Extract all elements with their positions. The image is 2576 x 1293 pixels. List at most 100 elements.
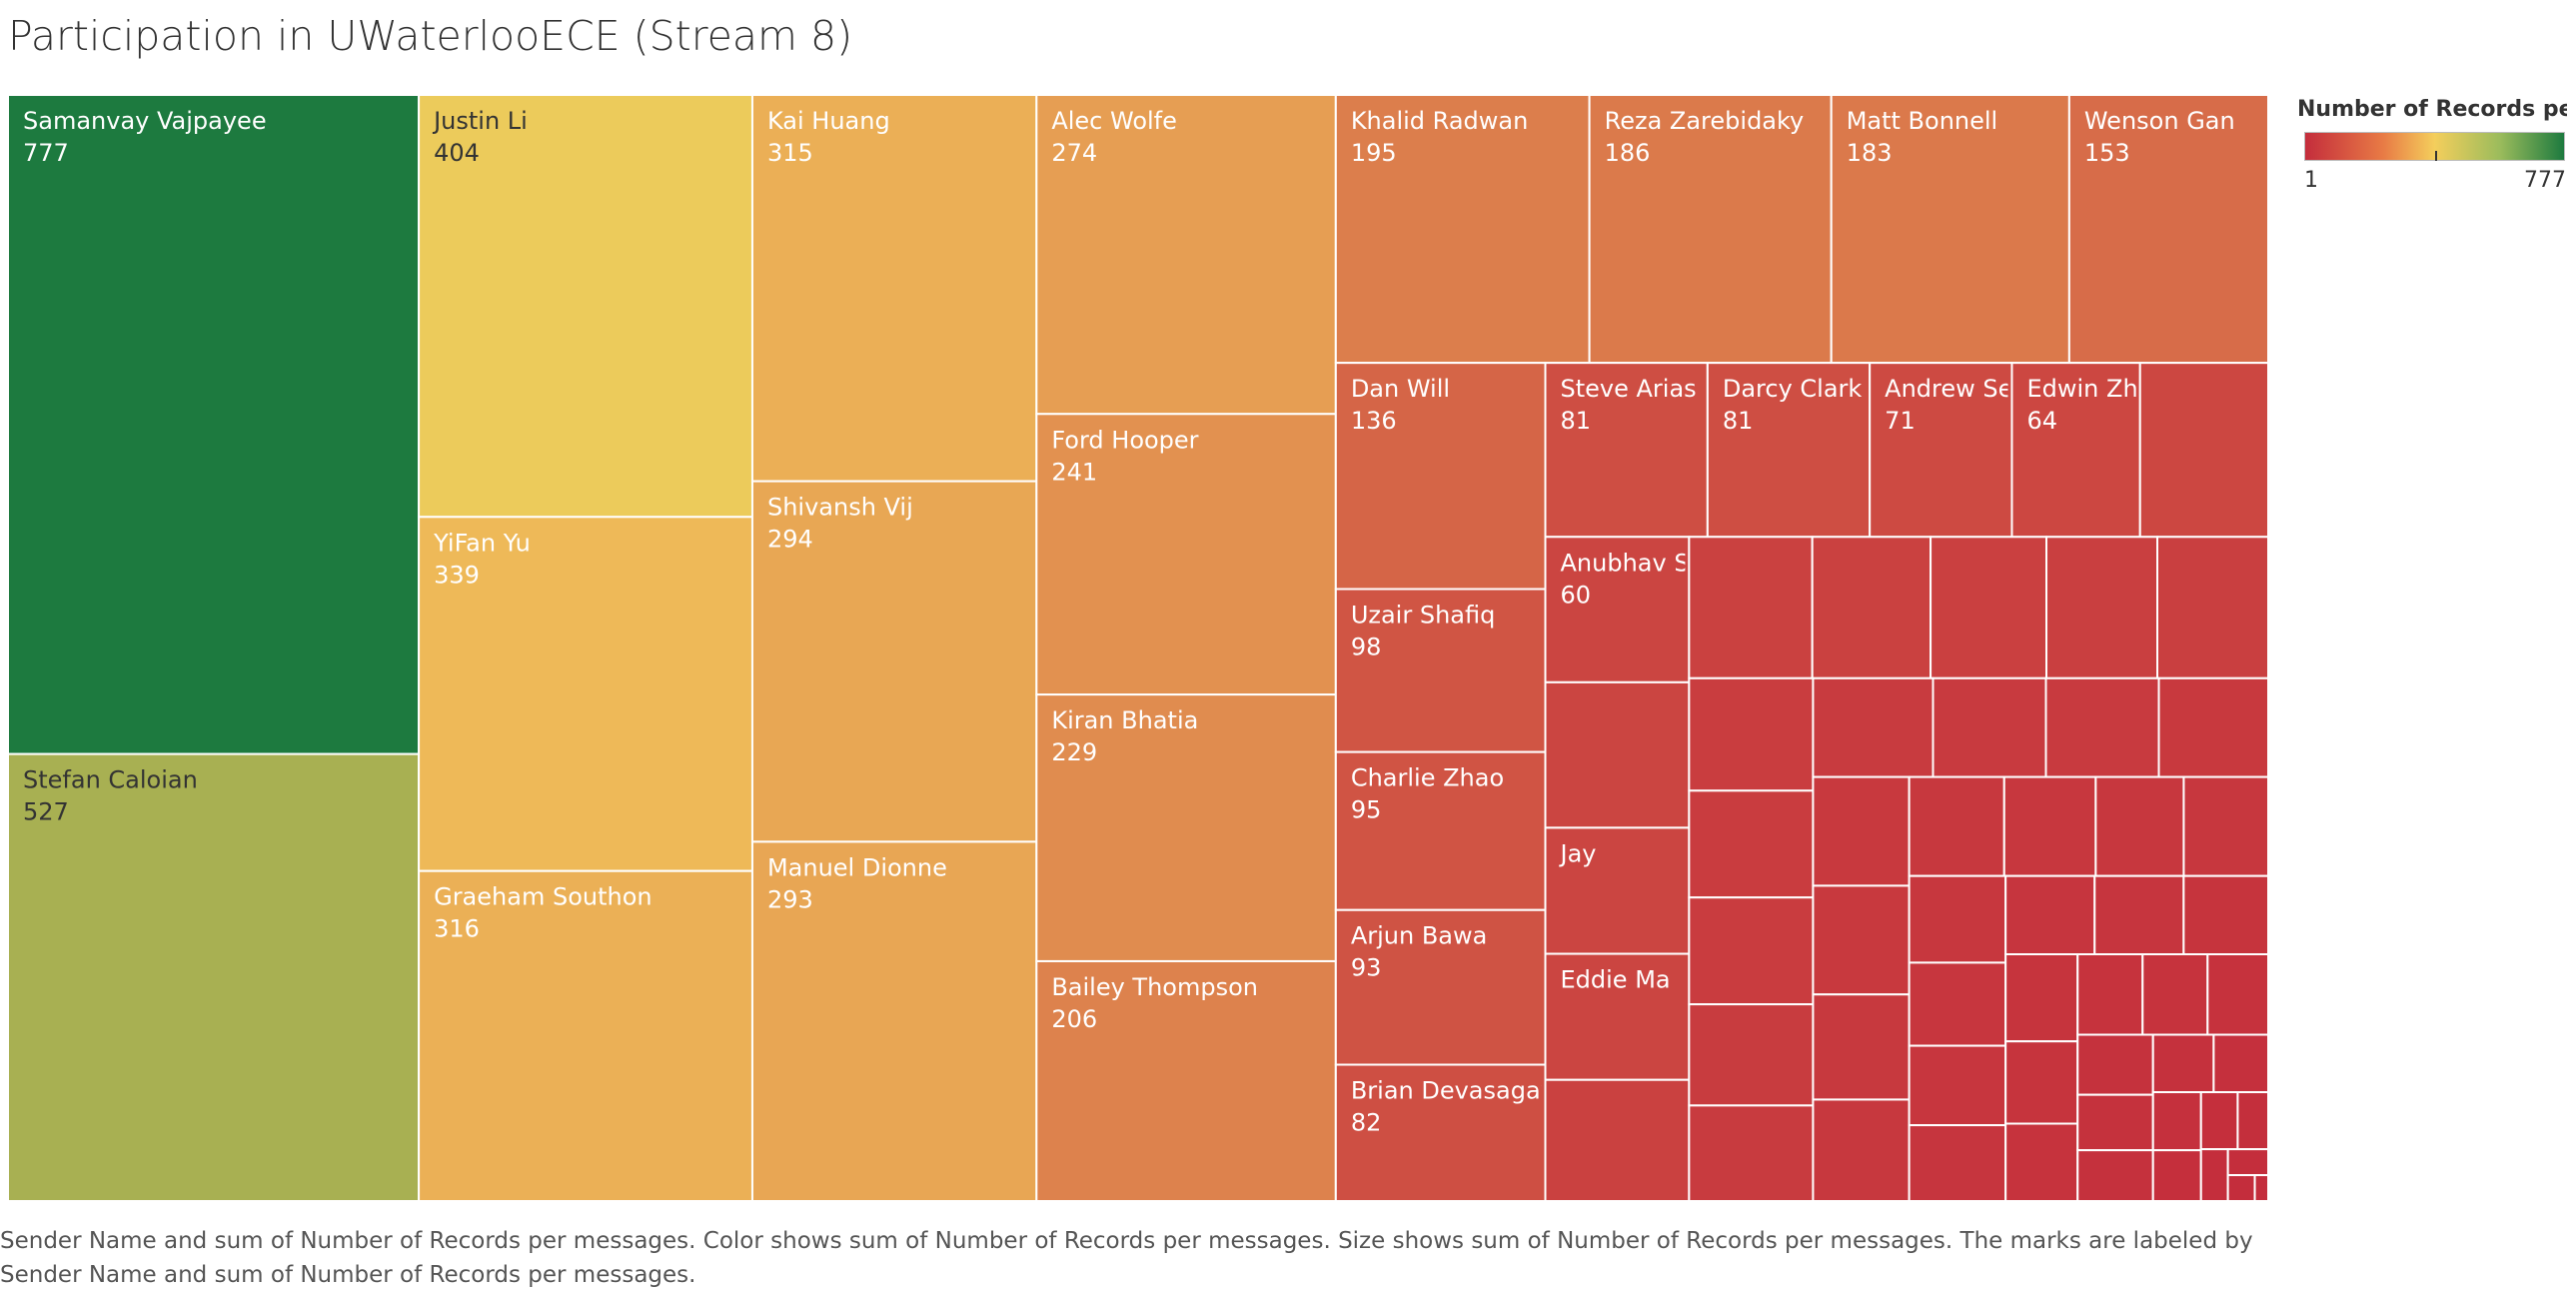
treemap-cell (2076, 1093, 2154, 1152)
treemap-cell (2002, 775, 2097, 877)
treemap-tile (2206, 953, 2269, 1036)
treemap-tile (2002, 775, 2097, 877)
treemap-tile (2076, 953, 2144, 1036)
treemap-name-label: Manuel Dionne (767, 853, 947, 881)
treemap-tile (2044, 676, 2160, 778)
treemap-tile (1812, 1098, 1911, 1202)
treemap-value-label: 293 (767, 885, 813, 913)
treemap-value-label: 195 (1351, 139, 1397, 167)
treemap-value-label: 64 (2026, 407, 2057, 435)
chart-caption: Sender Name and sum of Number of Records… (0, 1228, 2253, 1288)
treemap-value-label: 71 (1885, 407, 1916, 435)
treemap-cell: Dan Will 136 (1334, 362, 1547, 591)
treemap-tile (1812, 676, 1934, 778)
treemap-cell: Arjun Bawa 93 (1334, 908, 1547, 1066)
treemap-name-label: Khalid Radwan (1351, 107, 1529, 135)
treemap-tile (1930, 536, 2048, 679)
treemap-name-label: Reza Zarebidaky (1605, 107, 1805, 135)
treemap-cell (1812, 884, 1911, 996)
treemap-tile (1811, 536, 1932, 679)
treemap-cell (2157, 676, 2270, 778)
treemap-value-label: 315 (767, 139, 813, 167)
treemap-tile (1908, 1124, 2007, 1203)
treemap-tile (2157, 676, 2270, 778)
treemap-cell (1688, 896, 1815, 1006)
treemap-tile (2004, 874, 2096, 956)
treemap-tile (2253, 1174, 2269, 1202)
treemap-cell: Stefan Caloian 527 (7, 752, 421, 1202)
treemap-cell (1688, 536, 1814, 679)
treemap-cell: Kai Huang 315 (750, 94, 1038, 483)
treemap-cell (1688, 1003, 1815, 1107)
treemap-cell: Graeham Southon 316 (418, 869, 753, 1202)
treemap-cell: Edwin Zhang 64 (2010, 362, 2141, 539)
treemap-cell: Darcy Clark 81 (1706, 362, 1872, 539)
treemap-tile (1544, 1078, 1691, 1202)
treemap-name-label: Arjun Bawa (1351, 922, 1488, 950)
treemap-tile (1334, 94, 1591, 365)
treemap-name-label: YiFan Yu (433, 529, 531, 557)
treemap-cell: Shivansh Vij 294 (750, 480, 1038, 843)
treemap-tile (2093, 874, 2185, 956)
treemap-cell (2004, 1122, 2079, 1202)
treemap-tile (2067, 94, 2269, 365)
treemap-tile (2226, 1148, 2269, 1177)
treemap-cell: Reza Zarebidaky 186 (1588, 94, 1833, 365)
treemap-value-label: 316 (434, 915, 480, 943)
treemap-cell (1812, 676, 1934, 778)
treemap-cell (2076, 1149, 2154, 1203)
treemap-tile (1908, 874, 2007, 964)
treemap-name-label: Brian Devasagayam (1351, 1077, 1593, 1105)
treemap-name-label: Ford Hooper (1051, 426, 1198, 454)
treemap-tile (418, 94, 753, 519)
treemap-tile (750, 840, 1038, 1203)
treemap-cell: Justin Li 404 (418, 94, 753, 519)
treemap-cell (2236, 1091, 2270, 1151)
treemap-tile (2151, 1033, 2215, 1094)
legend-min-label: 1 (2304, 168, 2318, 193)
treemap-tile (1688, 789, 1815, 899)
treemap-cell (2151, 1033, 2215, 1094)
treemap-tile (7, 94, 421, 755)
treemap-tile (1812, 993, 1911, 1101)
treemap-tile (1812, 884, 1911, 996)
treemap-value-label: 339 (434, 561, 480, 589)
treemap-name-label: Eddie Ma (1561, 966, 1671, 994)
legend-max-label: 777 (2524, 168, 2566, 193)
treemap-tile (1544, 536, 1691, 683)
treemap-value-label: 93 (1351, 954, 1382, 982)
treemap-tile (1688, 536, 1814, 679)
treemap-value-label: 186 (1605, 139, 1651, 167)
treemap-cell (2151, 1149, 2202, 1203)
treemap-cell (1932, 676, 2047, 778)
treemap-tile (2151, 1149, 2202, 1203)
treemap-name-label: Wenson Gan (2084, 107, 2235, 135)
treemap-tile (1688, 1104, 1815, 1203)
treemap-cell: Eddie Ma (1544, 952, 1691, 1081)
legend-midpoint-tick (2435, 151, 2437, 161)
treemap-tile (1908, 961, 2007, 1047)
treemap-name-label: Jay (1559, 839, 1597, 867)
treemap-tile (2010, 362, 2141, 539)
treemap-value-label: 229 (1051, 738, 1097, 766)
treemap-cell (2199, 1148, 2229, 1202)
treemap-cell (2093, 874, 2185, 956)
treemap-tile (418, 516, 753, 872)
treemap-cell (1811, 536, 1932, 679)
treemap-tile (1544, 952, 1691, 1081)
treemap-name-label: Graeham Southon (434, 883, 652, 911)
treemap-name-label: Stefan Caloian (23, 766, 198, 794)
treemap-cell: Manuel Dionne 293 (750, 840, 1038, 1203)
treemap-value-label: 98 (1351, 634, 1382, 661)
treemap-tile (2182, 775, 2269, 877)
treemap-value-label: 82 (1351, 1109, 1382, 1137)
treemap-value-label: 274 (1051, 139, 1097, 167)
treemap-name-label: Uzair Shafiq (1351, 602, 1496, 630)
treemap-cell (2226, 1174, 2256, 1202)
treemap-cell: Steve Arias 81 (1544, 362, 1709, 539)
treemap-value-label: 81 (1561, 407, 1592, 435)
treemap-cell (2045, 536, 2159, 679)
treemap-value-label: 294 (767, 526, 813, 554)
treemap-cell (2182, 775, 2269, 877)
treemap-tile (2199, 1091, 2239, 1151)
